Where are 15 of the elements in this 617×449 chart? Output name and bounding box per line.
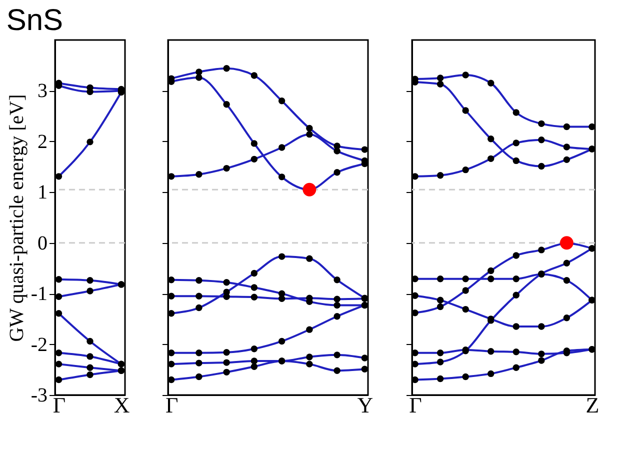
x-tick-label: Y [357, 392, 374, 418]
x-tick-label: Γ [52, 392, 66, 418]
y-tick-label: -3 [30, 384, 48, 406]
x-tick-label: Z [586, 392, 600, 418]
y-tick-label: 1 [38, 182, 48, 204]
y-tick-label: 3 [38, 80, 48, 102]
x-tick-label: Γ [409, 392, 422, 418]
y-tick-label: 2 [38, 130, 48, 153]
y-tick-label: -1 [30, 283, 48, 306]
x-tick-label: X [114, 392, 130, 418]
y-axis-title: GW quasi-particle energy [eV] [6, 94, 28, 342]
chart-title: SnS [6, 4, 64, 37]
x-tick-label: Γ [165, 392, 178, 418]
y-tick-label: 0 [38, 232, 48, 254]
y-tick-label: -2 [30, 334, 48, 356]
